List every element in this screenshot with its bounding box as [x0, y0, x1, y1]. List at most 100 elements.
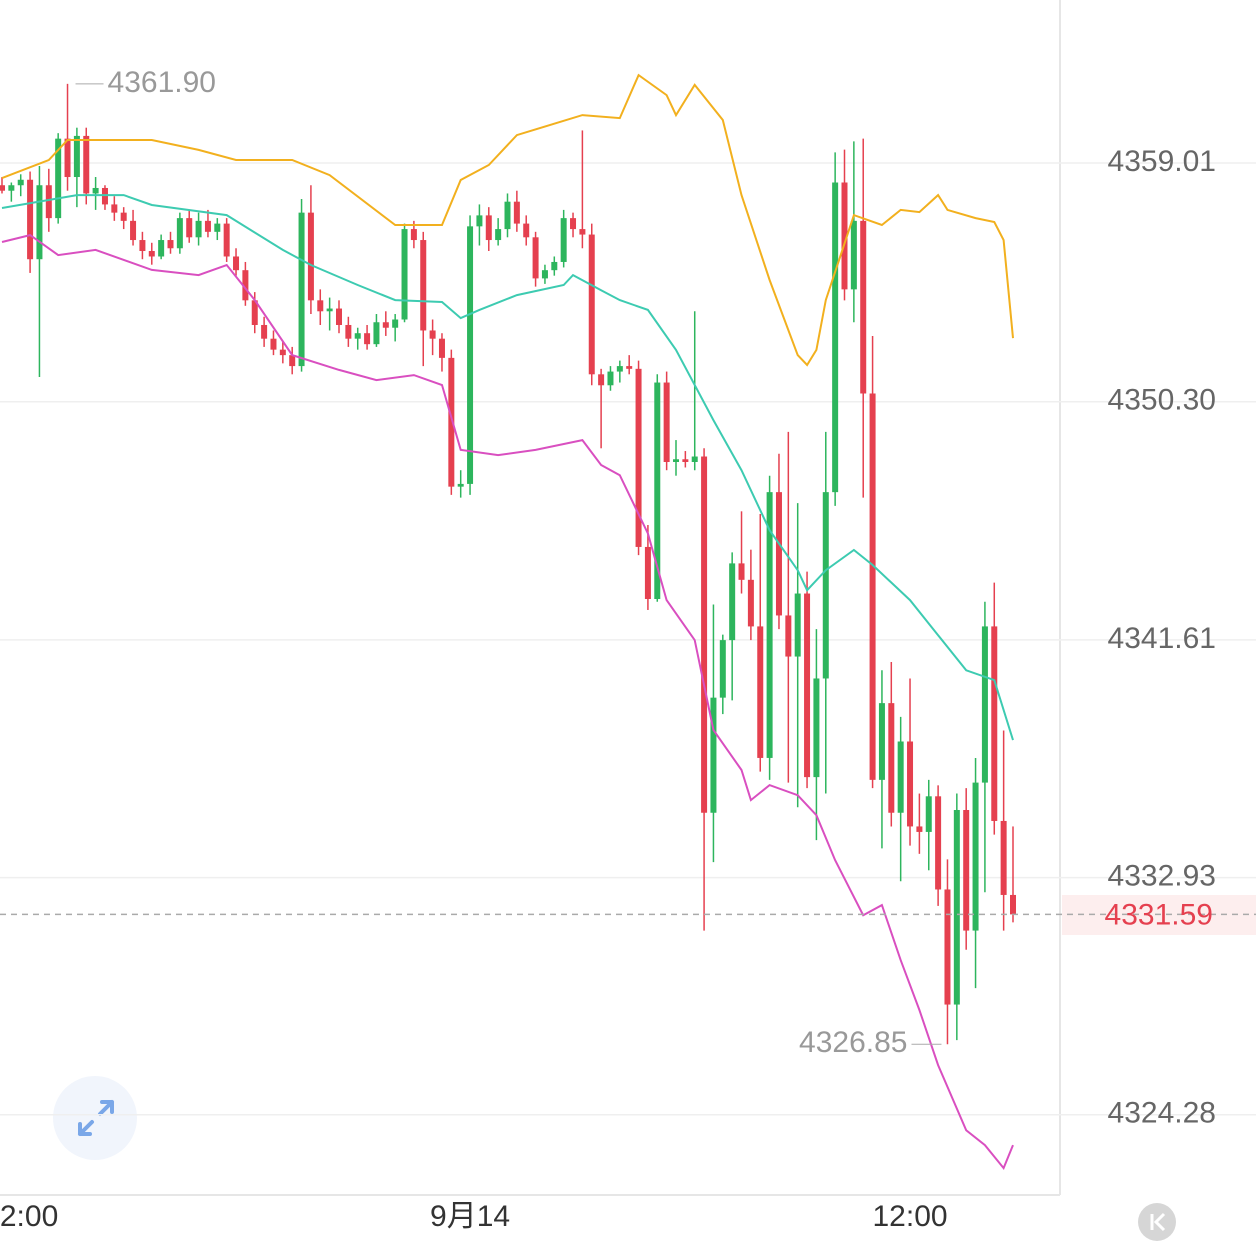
- candle-body: [233, 256, 240, 271]
- x-tick-label: 12:00: [872, 1200, 947, 1233]
- expand-button-bg: [53, 1076, 137, 1160]
- candle-body: [719, 640, 726, 698]
- candle-body: [832, 182, 839, 493]
- x-tick-label: 9月14: [430, 1200, 510, 1233]
- candle-body: [111, 204, 118, 213]
- candle-body: [467, 226, 474, 484]
- candle-body: [972, 782, 979, 931]
- candle-body: [794, 593, 801, 657]
- candle-body: [953, 810, 960, 1005]
- candle-body: [429, 330, 436, 339]
- candle-body: [336, 308, 342, 325]
- candle-body: [981, 626, 988, 783]
- candle-body: [17, 179, 24, 186]
- candle-body: [682, 459, 689, 462]
- candle-body: [504, 201, 511, 230]
- candle-body: [279, 349, 286, 356]
- y-tick-label: 4359.01: [1108, 145, 1216, 178]
- candle-body: [223, 223, 230, 257]
- candle-body: [944, 889, 951, 1005]
- band-line: [1, 234, 1014, 1171]
- y-tick-label: 4324.28: [1108, 1097, 1216, 1130]
- candle-body: [364, 333, 371, 345]
- candle-body: [289, 355, 296, 367]
- candle-body: [635, 368, 642, 547]
- y-tick-label: 4341.61: [1108, 622, 1216, 655]
- candle-body: [410, 229, 417, 241]
- candle-body: [991, 626, 998, 821]
- candle-body: [214, 223, 221, 232]
- candle-body: [897, 741, 904, 813]
- candle-body: [120, 212, 127, 221]
- candle-body: [485, 215, 492, 241]
- candle-body: [298, 212, 305, 367]
- expand-icon: [78, 1100, 114, 1136]
- candle-body: [307, 212, 314, 301]
- candle-body: [616, 366, 623, 372]
- candle-body: [195, 220, 202, 238]
- last-price-label: 4331.59: [1105, 898, 1213, 931]
- candle-body: [401, 229, 408, 320]
- low-label: 4326.85: [799, 1026, 907, 1059]
- candle-body: [532, 237, 539, 279]
- candle-body: [242, 270, 249, 301]
- candle-body: [36, 185, 43, 260]
- candle-body: [663, 382, 670, 462]
- candle-body: [176, 218, 183, 249]
- candle-body: [392, 319, 399, 328]
- candle-body: [27, 179, 34, 260]
- candle-body: [204, 220, 211, 232]
- candle-body: [654, 382, 661, 600]
- collapse-icon: [1150, 1212, 1166, 1232]
- candle-body: [916, 826, 923, 832]
- candle-body: [270, 338, 277, 350]
- candle-body: [261, 324, 268, 339]
- candle-body: [850, 220, 857, 290]
- candle-body: [92, 187, 99, 194]
- candle-body: [251, 300, 258, 325]
- candle-body: [804, 593, 811, 778]
- candle-body: [457, 483, 464, 487]
- collapse-button[interactable]: [1138, 1203, 1176, 1241]
- candle-body: [822, 492, 829, 679]
- band-line: [1, 194, 1014, 741]
- candle-body: [738, 563, 745, 580]
- candle-body: [354, 333, 361, 339]
- candle-body: [420, 240, 427, 331]
- candle-body: [598, 374, 605, 386]
- candle-body: [476, 215, 483, 227]
- candle-body: [860, 220, 867, 394]
- candle-body: [691, 456, 698, 462]
- candle-body: [888, 703, 895, 813]
- candle-body: [101, 187, 108, 205]
- candle-body: [710, 697, 717, 813]
- candle-body: [747, 579, 754, 627]
- candle-body: [382, 322, 389, 328]
- candle-body: [626, 366, 633, 369]
- candle-body: [345, 324, 352, 339]
- candle-body: [570, 218, 577, 230]
- candle-body: [813, 678, 820, 778]
- candle-body: [167, 240, 174, 249]
- candle-body: [551, 261, 558, 271]
- candle-body: [45, 185, 52, 219]
- candle-body: [495, 229, 502, 241]
- band-line: [1, 73, 1014, 367]
- candle-body: [841, 182, 848, 290]
- candle-body: [55, 138, 62, 219]
- candle-body: [139, 240, 146, 252]
- candle-body: [0, 185, 5, 191]
- candle-body: [8, 185, 15, 191]
- candle-body: [513, 201, 520, 224]
- y-tick-label: 4350.30: [1108, 384, 1216, 417]
- candle-body: [907, 741, 914, 827]
- candle-body: [373, 322, 380, 345]
- candle-body: [130, 220, 137, 241]
- candle-body: [1000, 820, 1007, 895]
- candle-body: [158, 240, 165, 257]
- y-tick-label: 4332.93: [1108, 860, 1216, 893]
- candle-body: [729, 563, 736, 641]
- expand-button[interactable]: [53, 1076, 137, 1160]
